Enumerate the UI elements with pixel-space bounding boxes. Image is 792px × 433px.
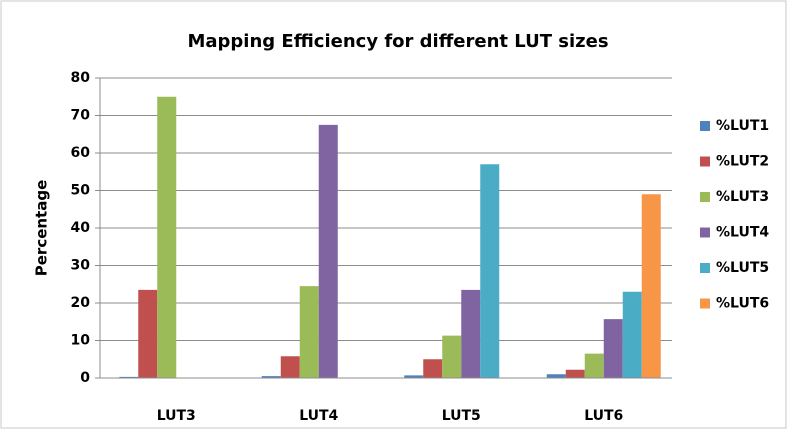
y-tick-label: 60 [71,145,91,161]
x-tick-label: LUT6 [584,408,623,424]
legend-swatch [700,227,710,238]
bar [261,376,281,378]
y-tick-label: 20 [71,295,91,311]
x-tick-label: LUT4 [299,408,338,424]
y-axis-label: Percentage [33,180,51,277]
legend-label: %LUT2 [716,154,769,170]
legend-swatch [700,298,710,309]
legend-label: %LUT1 [716,118,769,134]
bar [442,335,462,378]
legend-label: %LUT5 [716,260,769,276]
bar [565,369,585,378]
y-tick-label: 0 [80,370,90,386]
bar [480,164,500,378]
bar [546,374,566,378]
bar [280,356,300,378]
bar [603,319,623,378]
bar [622,291,642,378]
x-tick-label: LUT3 [157,408,196,424]
bar [138,289,158,378]
legend-swatch [700,121,710,131]
legend-swatch [700,156,710,167]
bar [641,194,661,378]
y-tick-label: 80 [71,70,91,86]
legend-label: %LUT4 [716,225,769,241]
bar [157,96,177,378]
x-tick-label: LUT5 [442,408,481,424]
y-tick-label: 40 [71,220,91,236]
y-tick-label: 30 [71,258,91,274]
bar [299,286,319,378]
legend-swatch [700,192,710,202]
y-tick-label: 50 [71,183,91,199]
legend-swatch [700,263,710,273]
bar [423,359,443,378]
bar [404,375,424,378]
bar [461,289,481,378]
bar [584,353,604,378]
bar [318,124,338,378]
chart-title: Mapping Efficiency for different LUT siz… [187,31,608,52]
legend-label: %LUT3 [716,189,769,205]
legend-label: %LUT6 [716,296,769,312]
y-tick-label: 70 [71,108,91,124]
y-tick-label: 10 [71,333,91,349]
bar [119,376,139,378]
